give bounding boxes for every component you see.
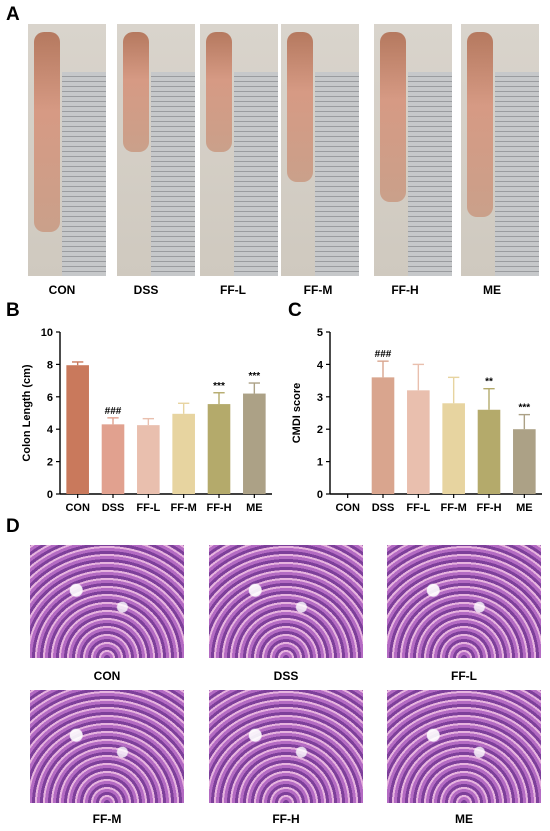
- x-tick-label: FF-M: [441, 502, 467, 514]
- ruler: [234, 72, 278, 276]
- colon-photo: [117, 24, 195, 276]
- panel-c-letter: C: [288, 300, 302, 321]
- photo-label: ME: [483, 283, 501, 297]
- significance-label: **: [485, 377, 493, 388]
- histology-image: [387, 545, 541, 658]
- y-tick-label: 5: [317, 327, 323, 339]
- colon-tissue: [287, 32, 313, 182]
- histology-image: [209, 545, 363, 658]
- x-tick-label: FF-L: [136, 502, 160, 514]
- significance-label: ###: [105, 406, 122, 417]
- y-tick-label: 6: [47, 392, 53, 404]
- x-tick-label: DSS: [372, 502, 395, 514]
- histology-label: DSS: [273, 669, 299, 683]
- colon-photo-row: [28, 24, 548, 276]
- ruler: [408, 72, 452, 276]
- colon-tissue: [123, 32, 149, 152]
- panel-d-letter: D: [6, 516, 20, 537]
- colon-photo: [281, 24, 359, 276]
- y-tick-label: 2: [47, 457, 53, 469]
- colon-tissue: [34, 32, 60, 232]
- x-tick-label: CON: [335, 502, 360, 514]
- histology-image: [387, 690, 541, 803]
- y-axis-label: CMDI score: [291, 383, 303, 444]
- photo-label: DSS: [133, 283, 159, 297]
- y-tick-label: 1: [317, 457, 323, 469]
- y-axis-label: Colon Length (cm): [21, 364, 33, 461]
- bar: [137, 425, 160, 494]
- colon-photo: [200, 24, 278, 276]
- photo-label: FF-H: [391, 283, 419, 297]
- colon-tissue: [467, 32, 493, 217]
- y-tick-label: 2: [317, 424, 323, 436]
- significance-label: ***: [213, 381, 225, 392]
- ruler: [315, 72, 359, 276]
- bar: [513, 429, 536, 494]
- bar: [207, 404, 231, 494]
- y-tick-label: 4: [317, 359, 324, 371]
- y-tick-label: 10: [41, 327, 53, 339]
- histology-label: FF-L: [451, 669, 477, 683]
- ruler: [62, 72, 106, 276]
- histology-image: [30, 690, 184, 803]
- x-tick-label: DSS: [102, 502, 125, 514]
- x-tick-label: FF-L: [406, 502, 430, 514]
- colon-length-chart: 0 2 4 6 8 10 Colon Length (cm) CON ### DSS FF-L FF-…: [21, 327, 272, 514]
- histology-image: [30, 545, 184, 658]
- y-tick-label: 0: [317, 489, 323, 501]
- colon-tissue: [206, 32, 232, 152]
- colon-photo: [28, 24, 106, 276]
- photo-label: FF-L: [220, 283, 246, 297]
- colon-photo: [461, 24, 539, 276]
- bar: [371, 377, 395, 494]
- x-tick-label: ME: [516, 502, 533, 514]
- y-tick-label: 8: [47, 359, 53, 371]
- bar: [172, 413, 195, 494]
- bar: [66, 365, 89, 494]
- ruler: [151, 72, 195, 276]
- ruler: [495, 72, 539, 276]
- significance-label: ***: [518, 403, 530, 414]
- significance-label: ###: [375, 349, 392, 360]
- cmdi-score-chart: 0 1 2 3 4 5 CMDI score CON ### DSS FF-L FF-M ** FF-H *…: [291, 327, 542, 514]
- colon-tissue: [380, 32, 406, 202]
- bar: [243, 393, 266, 494]
- y-tick-label: 3: [317, 392, 323, 404]
- histology-label: ME: [455, 812, 473, 826]
- histology-label: FF-M: [92, 812, 122, 826]
- x-tick-label: FF-M: [171, 502, 197, 514]
- x-tick-label: FF-H: [476, 502, 501, 514]
- panel-a-letter: A: [6, 4, 20, 25]
- bar: [442, 403, 465, 494]
- histology-label: CON: [93, 669, 121, 683]
- histology-image: [209, 690, 363, 803]
- bar: [407, 390, 430, 494]
- photo-label: FF-M: [303, 283, 333, 297]
- histology-label: FF-H: [272, 812, 300, 826]
- panel-b-letter: B: [6, 300, 20, 321]
- photo-label: CON: [48, 283, 76, 297]
- colon-photo: [374, 24, 452, 276]
- y-tick-label: 0: [47, 489, 53, 501]
- x-tick-label: CON: [65, 502, 90, 514]
- y-tick-label: 4: [47, 424, 54, 436]
- x-tick-label: ME: [246, 502, 263, 514]
- bar: [477, 409, 501, 494]
- significance-label: ***: [248, 371, 260, 382]
- bar: [101, 424, 125, 494]
- x-tick-label: FF-H: [206, 502, 231, 514]
